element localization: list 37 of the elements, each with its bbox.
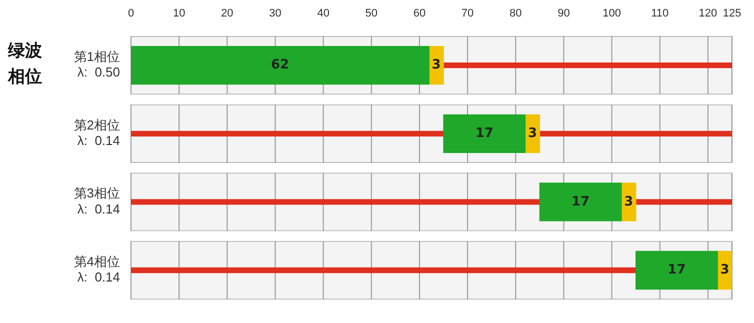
y-axis-title: 绿波相位 <box>8 40 43 89</box>
bar <box>636 250 718 290</box>
x-tick-label: 100 <box>602 8 621 20</box>
data-label: 3 <box>624 194 634 210</box>
x-tick-label: 50 <box>365 8 378 20</box>
x-tick-label: 80 <box>510 8 522 20</box>
x-tick-label: 90 <box>558 8 570 20</box>
bar <box>131 46 430 85</box>
x-tick-label: 30 <box>269 8 282 20</box>
x-tick-label: 125 <box>722 8 742 20</box>
data-label: 17 <box>475 126 494 142</box>
bar <box>131 199 540 205</box>
x-tick-label: 70 <box>461 8 474 20</box>
y-tick-label: 第1相位 λ: 0.50 <box>74 49 120 80</box>
bar <box>539 130 732 136</box>
y-tick-label: 第2相位 λ: 0.14 <box>74 117 120 148</box>
bar <box>636 199 732 205</box>
bar <box>539 182 622 222</box>
x-tick-label: 120 <box>698 8 718 20</box>
data-label: 3 <box>432 58 441 73</box>
data-label: 62 <box>271 58 290 73</box>
bar <box>131 267 636 274</box>
y-tick-label: 第4相位 λ: 0.14 <box>74 254 120 285</box>
x-tick-label: 20 <box>221 8 234 20</box>
data-label: 17 <box>572 194 590 210</box>
x-tick-label: 10 <box>172 8 186 20</box>
bar <box>131 130 444 136</box>
x-tick-label: 0 <box>128 8 134 20</box>
y-tick-label: 第3相位 λ: 0.14 <box>74 186 120 216</box>
data-label: 3 <box>528 126 537 142</box>
bar <box>443 62 732 68</box>
bar <box>443 114 526 153</box>
data-label: 3 <box>720 262 730 278</box>
data-label: 17 <box>668 262 686 278</box>
x-tick-label: 40 <box>317 8 330 20</box>
x-tick-label: 60 <box>413 8 426 20</box>
x-tick-label: 110 <box>651 8 669 20</box>
